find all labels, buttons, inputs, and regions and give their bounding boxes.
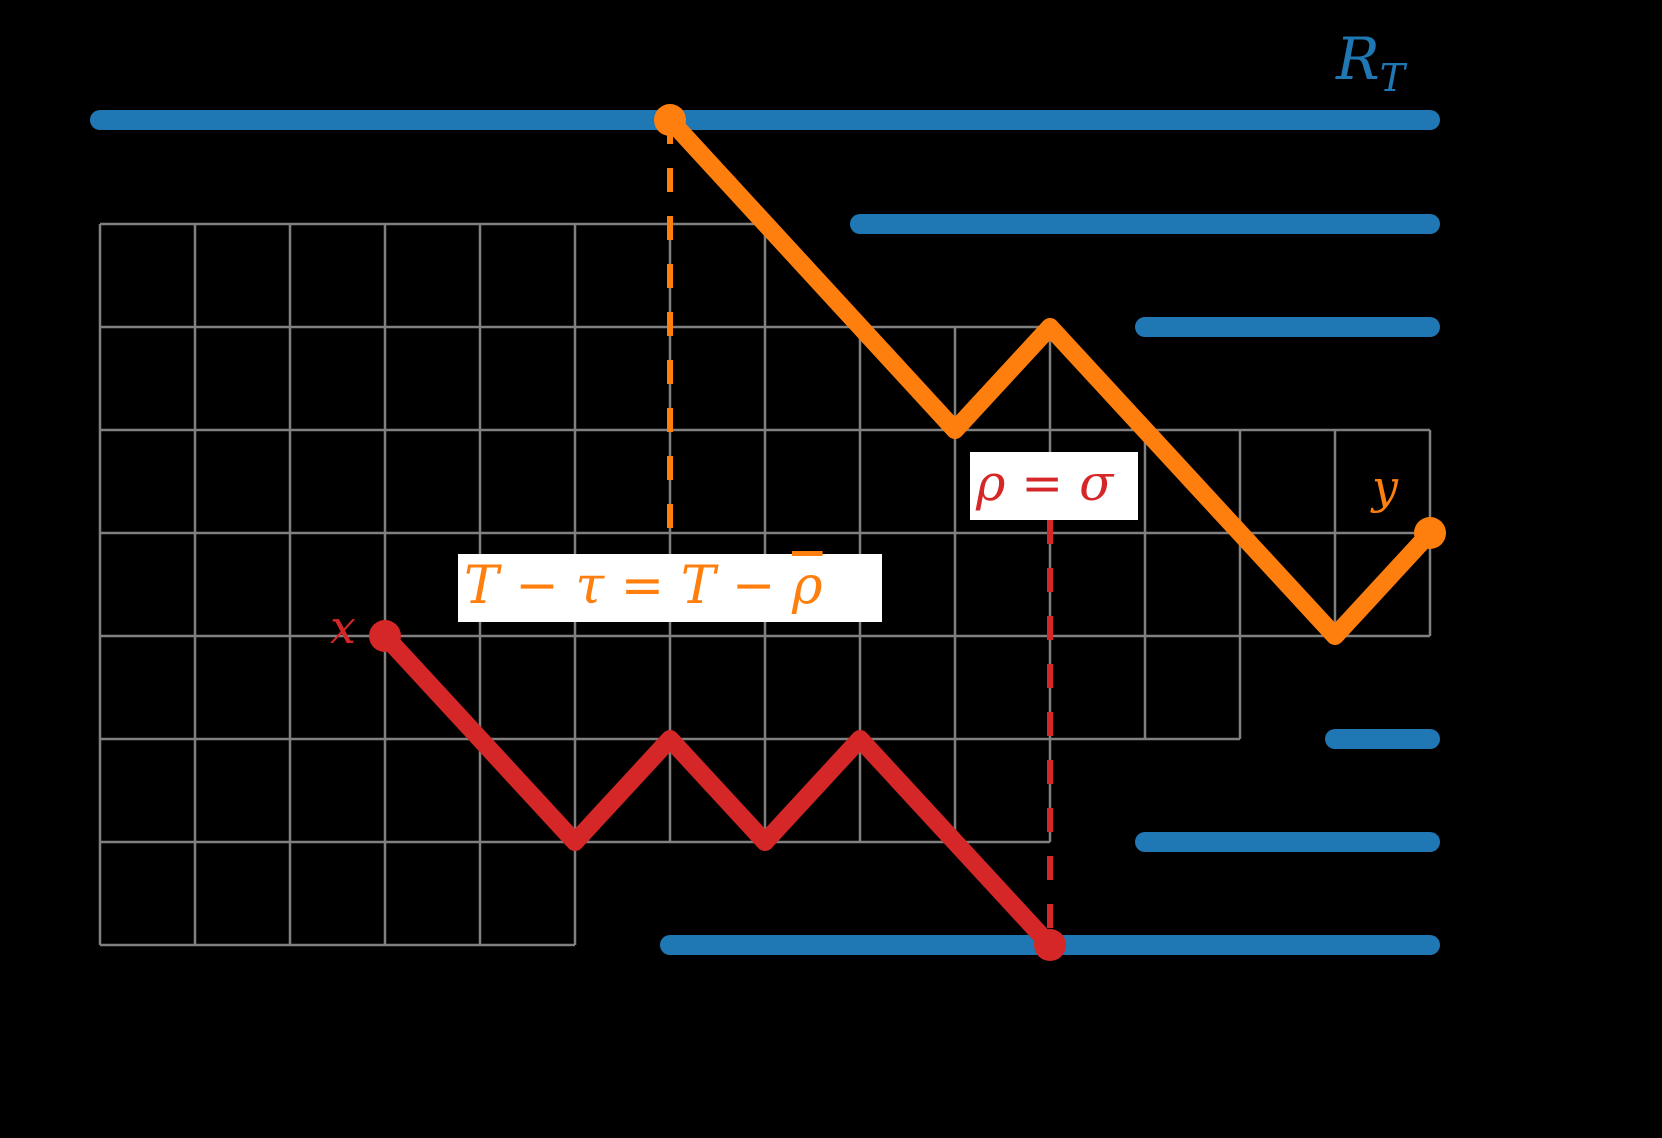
orange-start-marker [654, 104, 686, 136]
rho-sigma-label: ρ = σ [970, 452, 1138, 520]
grid [98, 222, 1432, 947]
start-label-x: x [330, 600, 356, 654]
red-path [376, 627, 1059, 954]
orange-path [661, 111, 1439, 645]
barrier-label-main: R [1336, 25, 1380, 93]
red-start-marker [369, 620, 401, 652]
red-end-marker [1034, 929, 1066, 961]
barrier-label-sub: T [1379, 56, 1406, 100]
tau-equation-text: T − τ = T − [464, 556, 793, 616]
orange-end-marker [1414, 517, 1446, 549]
barrier-label: RT [1336, 30, 1405, 97]
rho-sigma-text: ρ = σ [976, 454, 1114, 512]
tau-equation-label: T − τ = T − ρ [458, 554, 882, 622]
rho-bar: ρ [792, 556, 823, 616]
end-label-y: y [1372, 460, 1398, 514]
barrier-r-t [90, 110, 1440, 955]
